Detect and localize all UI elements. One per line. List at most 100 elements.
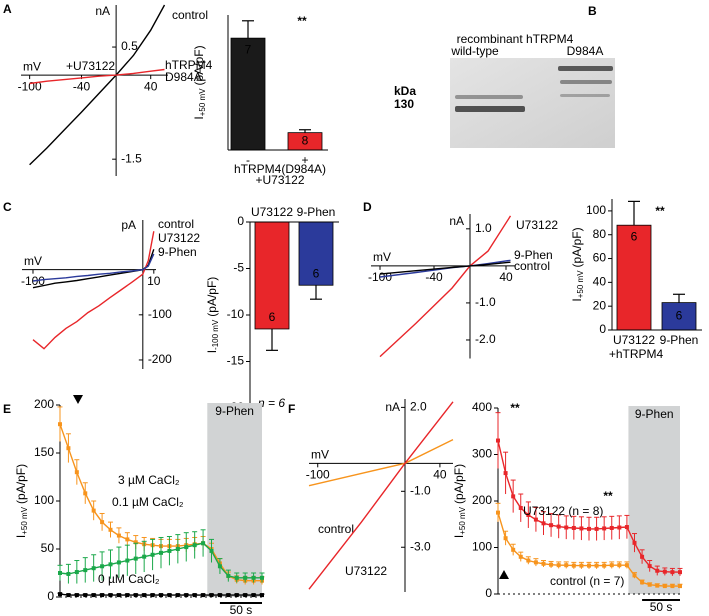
iv-trace bbox=[32, 249, 155, 289]
series-label: U73122 (n = 8) bbox=[523, 504, 603, 518]
data-point bbox=[640, 580, 645, 585]
data-point bbox=[662, 584, 667, 589]
data-point bbox=[609, 563, 614, 568]
blot-band bbox=[558, 66, 613, 71]
data-point bbox=[66, 593, 71, 598]
data-point bbox=[518, 505, 523, 510]
y-tick-label: 0 bbox=[485, 586, 492, 600]
series-label: control bbox=[172, 8, 208, 22]
data-point bbox=[192, 593, 197, 598]
x-tick-label: - bbox=[246, 153, 250, 167]
x-tick-label: + bbox=[301, 153, 308, 167]
y-tick-label: 300 bbox=[472, 447, 492, 461]
bar bbox=[661, 302, 697, 331]
y-tick-label: -1.0 bbox=[410, 483, 431, 497]
blot-band bbox=[560, 80, 612, 84]
y-tick-label: 200 bbox=[34, 397, 54, 411]
data-point bbox=[108, 527, 113, 532]
n-label: 6 bbox=[313, 266, 320, 280]
data-point bbox=[192, 543, 197, 548]
y-tick-label: -15 bbox=[227, 354, 245, 368]
y-tick-label: 0 bbox=[599, 322, 606, 336]
data-point bbox=[533, 560, 538, 565]
y-label-unit: (pA/pF) bbox=[14, 464, 28, 504]
stimulus-marker bbox=[499, 570, 509, 579]
shade bbox=[628, 406, 680, 594]
y-tick-label: -3.0 bbox=[410, 539, 431, 553]
y-tick-label: -2.0 bbox=[475, 332, 496, 346]
series-label: control bbox=[514, 259, 550, 273]
data-point bbox=[526, 558, 531, 563]
data-point bbox=[587, 526, 591, 531]
data-point bbox=[209, 548, 214, 553]
data-point bbox=[159, 593, 163, 598]
x-tick-label: 9-Phen bbox=[660, 333, 699, 347]
x-axis-label: +U73122 bbox=[255, 173, 304, 187]
y-label-unit: (pA/pF) bbox=[452, 464, 466, 504]
data-point bbox=[133, 540, 138, 545]
data-point bbox=[260, 575, 264, 580]
data-point bbox=[116, 560, 121, 565]
y-tick-label: 400 bbox=[472, 400, 492, 414]
data-point bbox=[125, 593, 130, 598]
x-axis-label: mV bbox=[311, 448, 329, 462]
data-point bbox=[526, 512, 531, 517]
marker-unit: kDa bbox=[394, 84, 416, 98]
lane-label: wild-type bbox=[450, 44, 499, 58]
data-point bbox=[533, 517, 538, 522]
y-axis-label: I+50 mV (pA/pF) bbox=[570, 227, 585, 301]
marker-label: 130 bbox=[394, 97, 414, 111]
data-point bbox=[602, 526, 607, 531]
shade-label: 9-Phen bbox=[635, 407, 674, 421]
panel-letter: B bbox=[588, 4, 597, 18]
lane-label: D984A bbox=[567, 44, 604, 58]
data-point bbox=[125, 558, 130, 563]
y-tick-label: 150 bbox=[34, 445, 54, 459]
y-axis-label: I-100 mV (pA/pF) bbox=[205, 277, 220, 354]
panel-letter: D bbox=[363, 200, 372, 214]
y-axis-label: pA bbox=[121, 218, 136, 232]
bar bbox=[616, 224, 652, 331]
data-point bbox=[74, 570, 79, 575]
panel-letter: E bbox=[3, 402, 11, 416]
data-point bbox=[83, 593, 88, 598]
data-point bbox=[579, 563, 584, 568]
x-tick-label: 9-Phen bbox=[297, 205, 336, 219]
data-point bbox=[66, 446, 71, 451]
scale-bar-label: 50 s bbox=[650, 600, 673, 614]
series-label: U73122 bbox=[158, 231, 200, 245]
data-point bbox=[150, 593, 155, 598]
n-label: 6 bbox=[676, 308, 683, 322]
iv-trace bbox=[379, 215, 512, 358]
y-axis-label: nA bbox=[95, 4, 110, 18]
x-tick-label: U73122 bbox=[613, 333, 655, 347]
significance: ** bbox=[510, 401, 520, 415]
y-label-sub: -100 mV bbox=[211, 319, 220, 350]
data-point bbox=[670, 570, 675, 575]
data-point bbox=[541, 561, 546, 566]
y-label-unit: (pA/pF) bbox=[570, 227, 584, 267]
data-point bbox=[74, 593, 79, 598]
series-label: D984A bbox=[165, 70, 202, 84]
series-label: control bbox=[158, 217, 194, 231]
data-point bbox=[184, 593, 189, 598]
y-axis-label: nA bbox=[449, 214, 464, 228]
data-point bbox=[496, 438, 500, 443]
scale-bar-label: 50 s bbox=[230, 603, 253, 616]
data-point bbox=[541, 521, 546, 526]
x-tick-label: -100 bbox=[18, 79, 42, 93]
data-point bbox=[116, 533, 121, 538]
iv-trace bbox=[29, 4, 166, 166]
shade bbox=[207, 403, 262, 597]
data-point bbox=[58, 422, 62, 427]
iv-trace bbox=[32, 231, 155, 350]
y-tick-label: 100 bbox=[586, 203, 606, 217]
data-point bbox=[91, 508, 96, 513]
data-point bbox=[655, 568, 660, 573]
y-tick-label: 80 bbox=[593, 227, 607, 241]
y-label-sub: +50 mV bbox=[458, 506, 467, 534]
y-label-sub: +50 mV bbox=[198, 88, 207, 116]
data-point bbox=[243, 593, 248, 598]
x-tick-label: -40 bbox=[73, 79, 91, 93]
bar bbox=[298, 221, 334, 286]
